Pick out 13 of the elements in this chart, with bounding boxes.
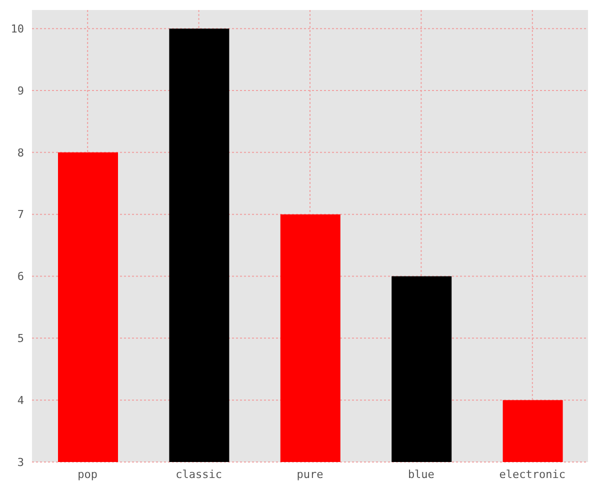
y-tick-label: 9: [17, 84, 24, 98]
y-tick-label: 6: [17, 270, 24, 284]
x-tick-label: electronic: [499, 468, 566, 481]
y-tick-label: 7: [17, 208, 24, 222]
y-tick-label: 8: [17, 146, 24, 160]
x-tick-label: pure: [296, 468, 324, 481]
x-tick-label: pop: [78, 468, 98, 481]
y-tick-label: 10: [10, 22, 24, 36]
x-tick-label: classic: [176, 468, 222, 481]
x-tick-label: blue: [408, 468, 434, 481]
y-tick-label: 4: [17, 394, 24, 407]
y-tick-label: 5: [17, 332, 24, 346]
y-tick-label: 3: [17, 456, 24, 469]
